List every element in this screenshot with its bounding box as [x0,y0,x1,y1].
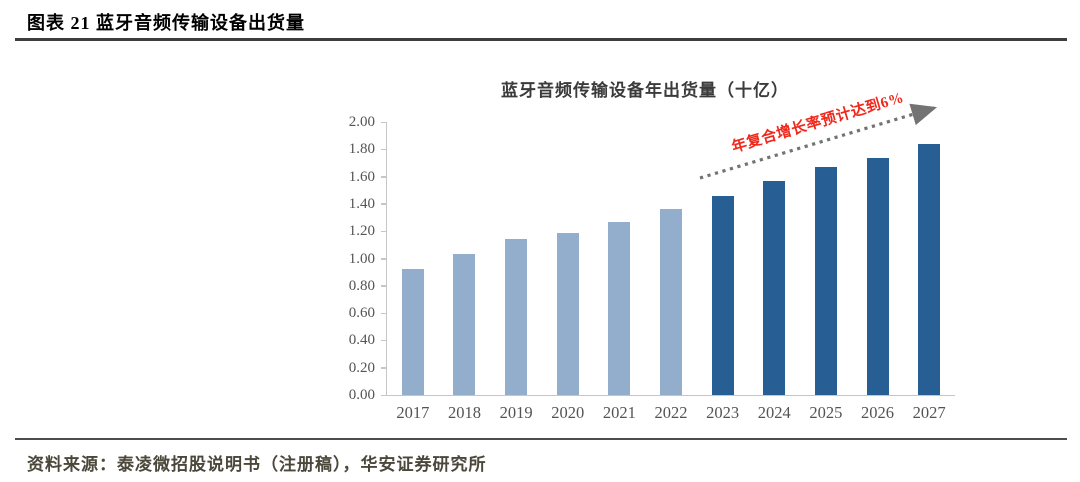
chart-title: 蓝牙音频传输设备年出货量（十亿） [501,81,789,100]
x-axis-label: 2021 [602,403,636,422]
x-axis-label: 2025 [809,403,843,422]
y-axis-tick [380,176,386,178]
x-axis-label: 2018 [447,403,481,422]
y-axis-label: 0.80 [348,277,375,294]
y-axis-label: 1.00 [348,250,375,267]
figure-caption: 图表 21 蓝牙音频传输设备出货量 [27,13,305,33]
y-axis-label: 0.20 [348,359,375,376]
x-axis-label: 2017 [396,403,430,422]
y-axis-tick [380,285,386,287]
x-axis-label: 2023 [706,403,740,422]
bar-2021 [608,221,631,395]
bar-2026 [866,157,889,395]
bar-2025 [814,167,837,395]
bar-2018 [453,254,476,395]
y-axis-tick [380,312,386,315]
bar-2017 [401,269,424,395]
x-axis-label: 2027 [912,403,946,422]
y-axis-label: 1.80 [348,141,375,158]
y-axis-tick [380,230,386,233]
x-axis-label: 2020 [551,403,585,422]
y-axis-label: 2.00 [348,114,375,130]
bar-2023 [711,195,734,395]
bar-2020 [556,232,579,395]
y-axis-label: 0.60 [348,305,375,322]
y-axis-tick [380,258,386,260]
x-axis-label: 2024 [757,403,791,422]
y-axis-tick [380,203,386,205]
y-axis-tick [380,121,386,123]
bar-2024 [763,180,786,395]
cagr-trend-arrow-icon [699,103,938,180]
x-axis-label: 2026 [861,403,895,422]
y-axis-label: 1.60 [348,168,375,185]
x-axis-label: 2022 [654,403,688,422]
y-axis-tick [380,339,386,342]
bar-2027 [918,143,941,395]
bar-2022 [660,209,682,395]
y-axis-tick [380,394,386,396]
header-divider [15,38,1067,41]
footer-divider [15,438,1067,440]
plot-area: 2.00 1.80 1.60 1.40 1.20 1.00 0.80 0.60 0.40 0.20… [349,114,955,422]
y-axis-label: 0.00 [348,387,375,403]
x-axis-label: 2019 [499,403,533,422]
bar-2019 [505,239,528,395]
y-axis-tick [380,148,386,151]
source-note: 资料来源：泰凌微招股说明书（注册稿），华安证券研究所 [27,455,487,474]
y-axis-tick [380,367,386,369]
y-axis-label: 1.20 [348,223,375,240]
y-axis-label: 1.40 [348,195,375,212]
y-axis-label: 0.40 [348,332,375,349]
